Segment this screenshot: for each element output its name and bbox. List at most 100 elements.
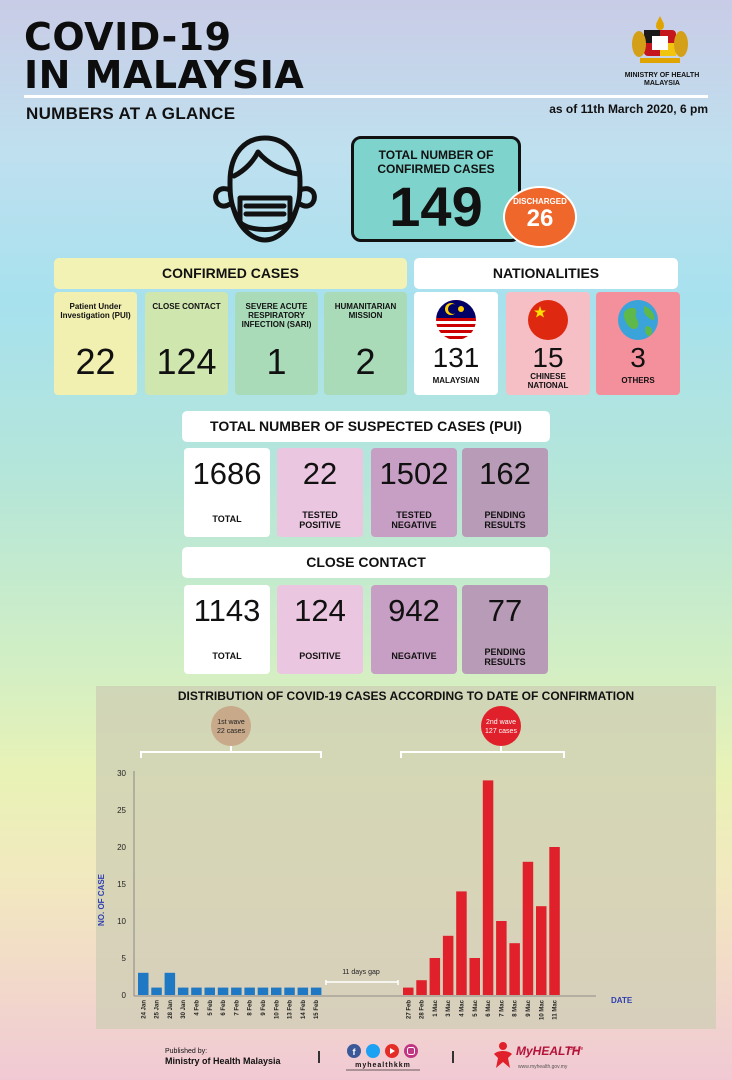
card-label: OTHERS: [621, 376, 655, 385]
x-tick-label: 5 Feb: [208, 1000, 214, 1016]
card-label: PENDING RESULTS: [462, 510, 548, 531]
close-contact-total-card: 1143 TOTAL: [184, 585, 270, 674]
x-tick-label: 4 Mac: [459, 999, 465, 1016]
total-label-line-2: CONFIRMED CASES: [377, 161, 495, 176]
wave-bracket: [400, 746, 565, 758]
confirmed-close-contact-card: CLOSE CONTACT 124: [145, 292, 228, 395]
malaysia-flag-icon: [436, 300, 476, 340]
x-tick-label: 8 Feb: [248, 1000, 254, 1016]
x-tick-label: 9 Feb: [261, 1000, 267, 1016]
bar: [403, 987, 414, 995]
x-tick-label: 30 Jan: [181, 1000, 187, 1019]
bar: [522, 861, 534, 995]
card-value: 162: [479, 456, 531, 491]
card-label: TOTAL: [184, 651, 270, 661]
bar: [164, 972, 176, 995]
wave-bracket: [140, 746, 322, 758]
nationality-others-card: 3 OTHERS: [596, 292, 680, 395]
svg-text:f: f: [353, 1047, 357, 1057]
bar: [217, 987, 229, 995]
bar: [429, 958, 441, 995]
card-value: 22: [75, 341, 116, 382]
x-tick-label: 10 Mac: [539, 999, 545, 1020]
subtitle: NUMBERS AT A GLANCE: [26, 104, 236, 123]
bar: [310, 987, 322, 995]
bar: [177, 987, 189, 995]
card-value: 2: [355, 341, 376, 382]
wave-label: 2nd wave: [486, 719, 516, 726]
social-icons: f: [346, 1044, 420, 1071]
card-value: 1686: [192, 456, 262, 491]
card-label: TESTED NEGATIVE: [371, 510, 457, 531]
gap-bracket: [325, 980, 399, 985]
pui-negative-card: 1502 TESTED NEGATIVE: [371, 448, 457, 537]
x-tick-label: 8 Mac: [513, 999, 519, 1016]
card-label-line-2: NATIONAL: [527, 381, 569, 391]
title-line-1: COVID-19: [24, 15, 232, 59]
myhealth-logo-icon: [494, 1042, 512, 1068]
x-tick-label: 6 Mac: [486, 999, 492, 1016]
discharged-badge: DISCHARGED 26: [503, 186, 577, 248]
x-tick-label: 3 Mac: [446, 999, 452, 1016]
confirmed-sari-card: SEVERE ACUTE RESPIRATORY INFECTION (SARI…: [235, 292, 318, 395]
card-label-line-1: TESTED: [302, 510, 338, 520]
x-tick-label: 14 Feb: [301, 1000, 307, 1019]
bar: [231, 987, 242, 995]
bar: [549, 847, 560, 995]
card-value: 124: [156, 341, 217, 382]
x-tick-label: 28 Feb: [420, 1000, 426, 1019]
gap-label: 11 days gap: [342, 969, 380, 976]
bar: [416, 980, 427, 995]
y-tick-label: 30: [117, 769, 126, 778]
bar: [257, 987, 269, 995]
card-label: CLOSE CONTACT: [152, 302, 221, 311]
x-axis-label: DATE: [611, 996, 633, 1005]
y-tick-label: 10: [117, 917, 126, 926]
x-tick-label: 4 Feb: [194, 1000, 200, 1016]
as-of-date: as of 11th March 2020, 6 pm: [549, 102, 708, 116]
china-flag-icon: [528, 300, 568, 340]
card-label-line-1: PENDING: [484, 647, 526, 657]
bar: [191, 987, 202, 995]
social-handle: myhealthkkm: [355, 1062, 411, 1069]
bar: [151, 987, 162, 995]
bar: [271, 987, 282, 995]
wave-count: 127 cases: [485, 728, 517, 735]
card-value: 1: [266, 341, 287, 382]
card-label-line-1: TOTAL: [212, 651, 242, 661]
myhealth-url: www.myhealth.gov.my: [518, 1064, 568, 1070]
x-tick-label: 9 Mac: [526, 999, 532, 1016]
nationalities-heading: NATIONALITIES: [414, 258, 678, 289]
footer-divider: [452, 1051, 454, 1063]
x-tick-label: 25 Jan: [155, 1000, 161, 1019]
globe-icon: [618, 300, 658, 340]
y-tick-label: 15: [117, 880, 126, 889]
pui-total-card: 1686 TOTAL: [184, 448, 270, 537]
x-tick-label: 15 Feb: [314, 1000, 320, 1019]
card-label-line-1: POSITIVE: [299, 651, 341, 661]
card-value: 1143: [193, 593, 261, 628]
y-axis-label: NO. OF CASE: [97, 873, 106, 926]
nationality-malaysian-card: 131 MALAYSIAN: [414, 292, 498, 395]
card-label: NEGATIVE: [371, 651, 457, 661]
myhealth-brand: MyHEALTH: [516, 1044, 581, 1058]
bar: [284, 987, 295, 995]
card-value: 22: [302, 456, 338, 491]
total-label-line-1: TOTAL NUMBER OF: [378, 148, 494, 162]
card-label-line-2: POSITIVE: [299, 520, 341, 531]
card-label-line-1: CHINESE: [530, 372, 566, 381]
card-label-line-1: TOTAL: [212, 514, 242, 524]
bar: [469, 958, 480, 995]
bar: [509, 943, 520, 995]
total-confirmed-value: 149: [389, 175, 483, 238]
chart-panel: [96, 686, 716, 1029]
wave-badge: [481, 706, 521, 746]
y-tick-label: 0: [122, 991, 127, 1000]
x-tick-label: 28 Jan: [168, 1000, 174, 1019]
confirmed-humanitarian-card: HUMANITARIAN MISSION 2: [324, 292, 407, 395]
x-tick-label: 7 Mac: [499, 999, 505, 1016]
wave-badge: [211, 706, 251, 746]
x-tick-label: 7 Feb: [234, 1000, 240, 1016]
bar: [204, 987, 215, 995]
discharged-label: DISCHARGED: [513, 197, 567, 206]
